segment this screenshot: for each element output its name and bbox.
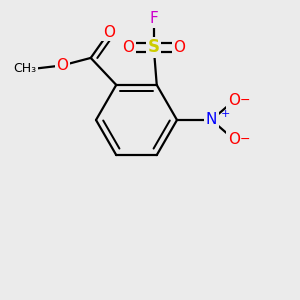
Text: F: F bbox=[149, 11, 158, 26]
Text: O: O bbox=[56, 58, 68, 73]
Text: O: O bbox=[228, 132, 240, 147]
Text: O: O bbox=[103, 25, 115, 40]
Text: −: − bbox=[240, 94, 251, 107]
Text: CH₃: CH₃ bbox=[14, 62, 37, 75]
Text: S: S bbox=[148, 38, 160, 56]
Text: O: O bbox=[173, 40, 185, 55]
Text: O: O bbox=[122, 40, 134, 55]
Text: O: O bbox=[228, 93, 240, 108]
Text: −: − bbox=[240, 133, 251, 146]
Text: N: N bbox=[206, 112, 217, 128]
Text: +: + bbox=[220, 109, 230, 119]
